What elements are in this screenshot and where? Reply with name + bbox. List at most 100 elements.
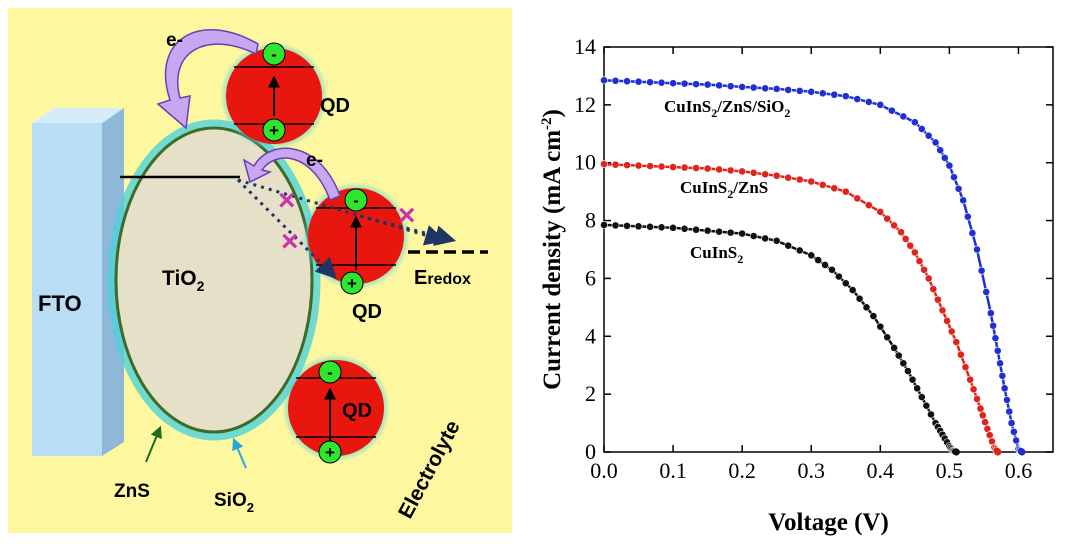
zns-label: ZnS	[114, 481, 150, 502]
data-point	[749, 232, 758, 240]
data-point	[908, 375, 917, 384]
data-point	[623, 221, 631, 230]
data-point	[703, 226, 712, 235]
data-point	[784, 173, 793, 182]
data-point	[869, 312, 878, 320]
data-point	[890, 343, 899, 352]
tio2-label: TiO2	[162, 267, 205, 294]
sio2-pointer-arrow	[232, 437, 247, 469]
data-point	[969, 385, 978, 394]
data-point	[784, 241, 793, 250]
redox-level: Eredox	[408, 250, 488, 289]
data-point	[669, 163, 677, 171]
data-point	[966, 375, 975, 384]
hole-charge	[318, 440, 342, 464]
x-axis: 0.0 0.1 0.2 0.3 0.4 0.5 0.6	[590, 47, 1032, 483]
block-mark: ×	[281, 225, 299, 258]
eredox-label: Eredox	[414, 267, 471, 289]
data-point	[692, 80, 701, 89]
plus-sign: +	[325, 443, 335, 462]
recombination-path	[236, 178, 337, 279]
data-point	[952, 338, 961, 346]
x-tick-label: 0.6	[1005, 458, 1033, 483]
series-label: CuInS2/ZnS/SiO2	[664, 97, 790, 120]
fto-top-face	[32, 108, 124, 123]
minus-sign: -	[353, 191, 359, 210]
data-point	[692, 225, 701, 234]
y-tick-label: 0	[585, 439, 596, 464]
data-point	[899, 359, 908, 368]
hole-charge	[340, 271, 364, 295]
y-tick-label: 6	[585, 265, 596, 290]
x-tick-label: 0.0	[590, 458, 618, 483]
data-point	[657, 162, 666, 171]
blocked-recombination-paths: × × ×	[236, 178, 457, 279]
data-point	[922, 401, 931, 410]
series-line	[603, 223, 957, 454]
data-point	[749, 83, 758, 92]
data-point	[657, 78, 666, 87]
block-mark: ×	[278, 184, 296, 217]
data-point	[950, 173, 958, 182]
zns-pointer-arrow	[145, 425, 162, 463]
data-point	[807, 87, 816, 96]
data-point	[938, 306, 947, 315]
y-tick-label: 4	[585, 323, 596, 348]
data-point	[726, 82, 735, 91]
jv-chart: 0.0 0.1 0.2 0.3 0.4 0.5 0.6 0 2 4 6 8 10 12 14 CuInS2…	[539, 34, 1054, 536]
data-point	[940, 153, 949, 162]
data-point	[943, 316, 951, 325]
data-point	[991, 334, 1000, 343]
data-point	[924, 131, 933, 140]
data-point	[795, 246, 804, 255]
x-tick-label: 0.3	[797, 458, 825, 483]
data-point	[936, 146, 945, 155]
data-point	[795, 86, 804, 95]
data-point	[715, 227, 724, 236]
fto-label: FTO	[38, 291, 82, 316]
data-point	[887, 106, 896, 115]
data-point	[749, 168, 758, 177]
y-tick-label: 14	[574, 34, 596, 59]
data-point	[680, 224, 689, 233]
data-point	[924, 274, 933, 283]
data-point	[814, 256, 823, 265]
data-point	[726, 166, 735, 175]
data-point	[952, 448, 960, 456]
electron-charge	[344, 188, 368, 212]
sio2-shell	[107, 119, 321, 441]
data-point	[738, 229, 747, 238]
data-point	[738, 83, 747, 91]
data-point	[986, 309, 995, 318]
electron-label: e-	[306, 150, 323, 171]
electron-injection-top: e-	[156, 28, 259, 130]
data-point	[761, 84, 770, 93]
data-point	[761, 234, 770, 243]
data-point	[982, 288, 991, 296]
x-axis-title: Voltage (V)	[768, 509, 889, 536]
data-point	[600, 160, 608, 169]
data-point	[883, 214, 892, 223]
data-point	[855, 294, 864, 303]
data-point	[927, 410, 935, 419]
minus-sign: -	[271, 45, 277, 64]
data-point	[600, 221, 608, 229]
data-point	[657, 223, 666, 232]
data-point	[945, 161, 954, 170]
data-point	[906, 241, 915, 250]
hole-charge	[262, 118, 286, 142]
data-point	[634, 161, 643, 170]
data-point	[917, 125, 926, 133]
data-point	[993, 346, 1002, 355]
block-mark: ×	[398, 199, 416, 232]
data-point	[989, 321, 998, 330]
data-point	[807, 177, 816, 186]
data-point	[894, 351, 903, 360]
data-point	[818, 89, 827, 98]
schematic-panel: FTO TiO2 - + QD	[8, 8, 512, 533]
fto-front-face	[32, 123, 102, 456]
data-point	[1005, 407, 1014, 416]
data-point	[963, 212, 972, 221]
data-point	[772, 171, 781, 180]
